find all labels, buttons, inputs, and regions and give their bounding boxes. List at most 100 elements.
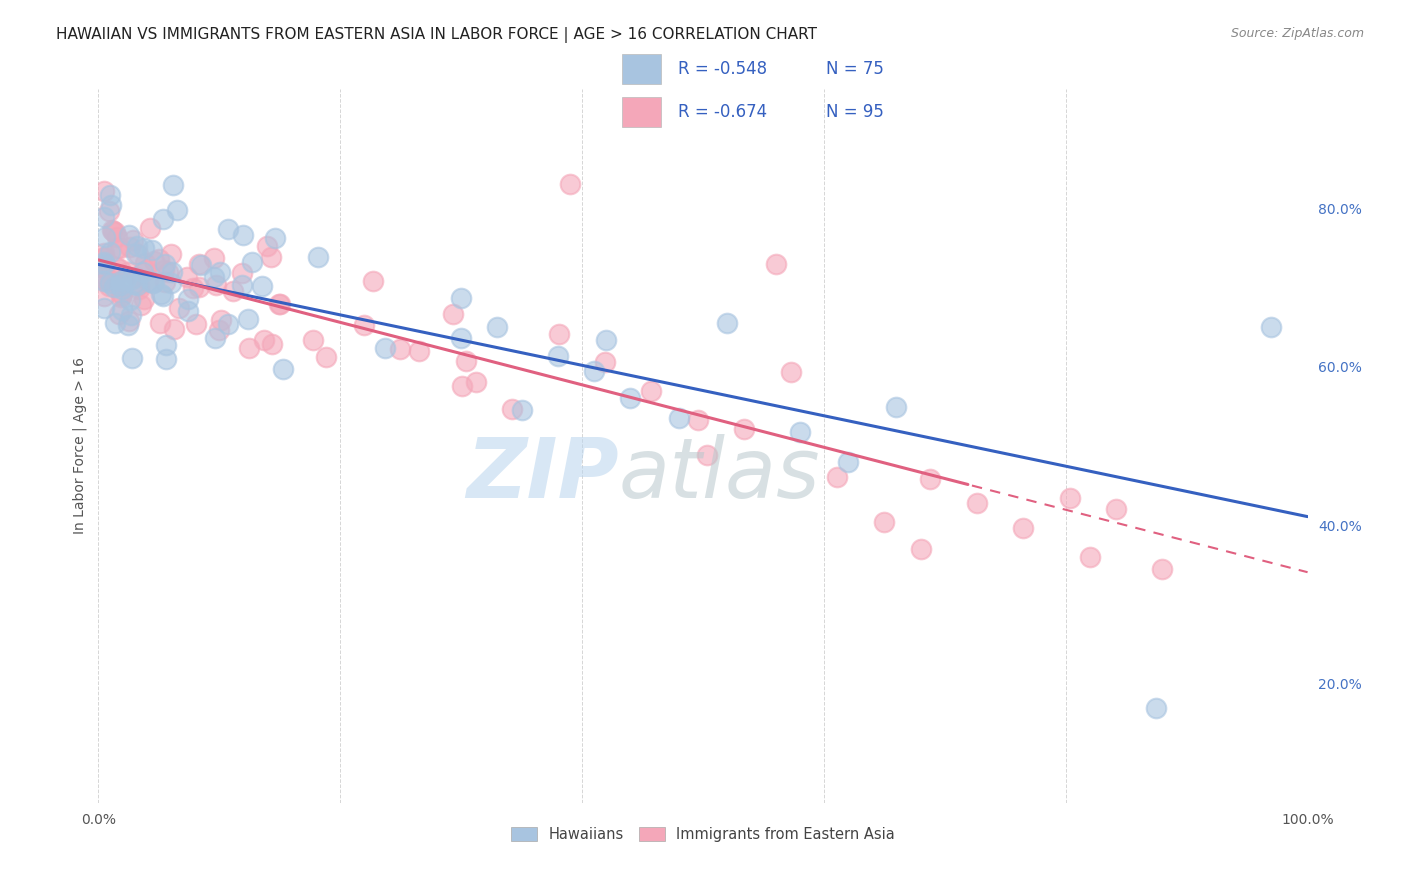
Point (103, 280, 125, 294)
Point (231, 277, 253, 292)
Point (353, 318, 375, 332)
Bar (621, 97, 661, 127)
Point (593, 355, 616, 369)
Point (93, 301, 115, 315)
Point (910, 542, 932, 557)
Point (240, 255, 263, 269)
Point (98, 244, 121, 259)
Point (1260, 320, 1282, 334)
Point (104, 260, 127, 274)
Point (153, 257, 176, 271)
Point (1152, 562, 1174, 576)
Point (886, 401, 908, 415)
Point (827, 470, 849, 484)
Point (98, 278, 121, 293)
Point (153, 275, 176, 289)
Point (176, 269, 198, 284)
Point (101, 224, 124, 238)
Point (93, 269, 115, 284)
Point (187, 280, 209, 294)
Point (595, 333, 617, 347)
Point (450, 291, 472, 305)
Point (93, 260, 115, 275)
Point (640, 384, 662, 399)
Point (93, 246, 115, 260)
Point (117, 265, 139, 279)
Point (966, 496, 988, 510)
Point (93, 274, 115, 288)
Point (696, 448, 718, 462)
Point (501, 402, 523, 417)
Point (450, 331, 472, 345)
Point (177, 304, 200, 318)
Point (93, 271, 115, 285)
Point (202, 251, 225, 265)
Point (166, 202, 188, 217)
Point (205, 277, 228, 292)
Point (619, 391, 641, 405)
Point (98, 188, 121, 202)
Point (232, 228, 254, 243)
Point (125, 270, 148, 285)
Point (253, 333, 276, 347)
Point (105, 230, 128, 244)
Point (547, 349, 569, 363)
Text: atlas: atlas (619, 434, 820, 515)
Point (250, 278, 273, 293)
Point (190, 258, 212, 272)
Point (93, 289, 115, 303)
Point (302, 333, 325, 347)
Point (153, 262, 176, 277)
Point (315, 351, 337, 365)
Point (93, 257, 115, 271)
Point (177, 292, 200, 306)
Point (127, 239, 149, 253)
Point (132, 292, 155, 306)
Point (547, 326, 569, 341)
Point (1078, 549, 1101, 564)
Point (120, 308, 142, 322)
Point (128, 277, 150, 292)
Point (262, 336, 284, 351)
Point (118, 314, 141, 328)
Point (155, 352, 177, 367)
Point (779, 365, 801, 379)
Point (108, 241, 131, 255)
Point (873, 515, 896, 529)
Point (148, 252, 170, 266)
Point (93, 184, 115, 198)
Point (118, 227, 141, 242)
Point (217, 222, 239, 236)
Bar (621, 54, 661, 84)
Point (451, 379, 474, 393)
Point (132, 265, 155, 279)
Text: R = -0.674: R = -0.674 (678, 103, 766, 121)
Text: R = -0.548: R = -0.548 (678, 60, 766, 78)
Point (122, 277, 145, 291)
Point (465, 375, 488, 389)
Point (1105, 502, 1128, 516)
Point (104, 316, 127, 330)
Point (93, 210, 115, 224)
Point (208, 323, 231, 337)
Point (125, 277, 148, 292)
Point (127, 246, 149, 260)
Point (837, 455, 859, 469)
Point (115, 272, 138, 286)
Point (110, 274, 132, 288)
Point (136, 274, 159, 288)
Text: N = 95: N = 95 (827, 103, 884, 121)
Point (920, 472, 942, 486)
Point (441, 307, 464, 321)
Point (118, 293, 141, 307)
Text: ZIP: ZIP (465, 434, 619, 515)
Point (125, 246, 148, 260)
Point (142, 254, 165, 268)
Text: Source: ZipAtlas.com: Source: ZipAtlas.com (1230, 27, 1364, 40)
Point (141, 244, 163, 258)
Point (163, 322, 186, 336)
Point (733, 422, 755, 436)
Point (269, 297, 291, 311)
Point (143, 275, 166, 289)
Point (121, 233, 143, 247)
